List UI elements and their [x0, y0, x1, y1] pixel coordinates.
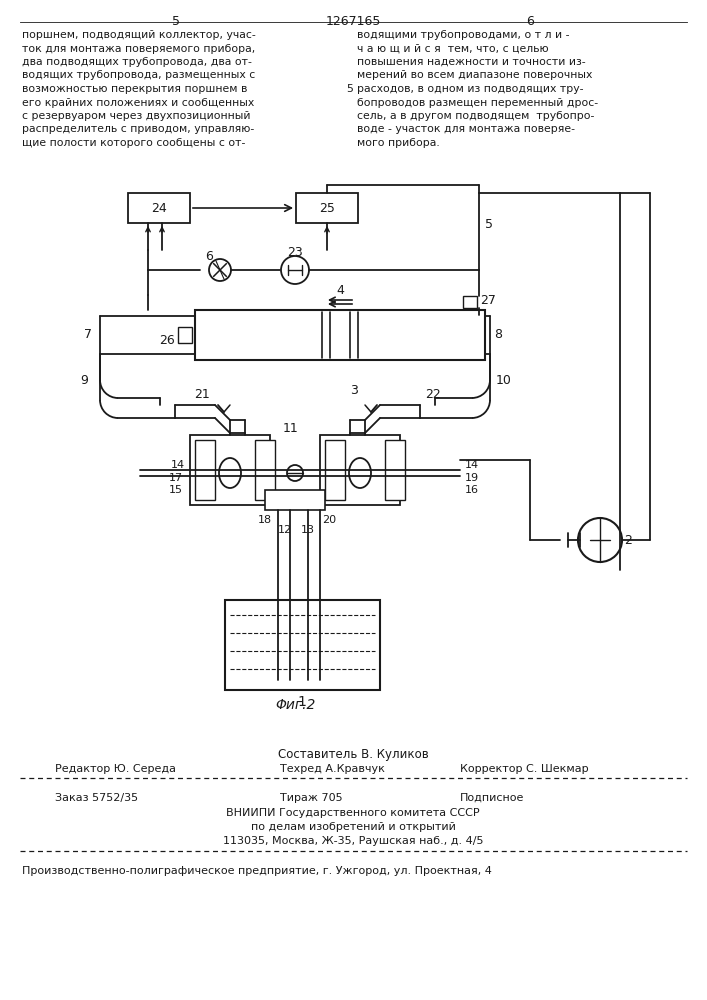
- Text: 17: 17: [169, 473, 183, 483]
- Text: расходов, в одном из подводящих тру-: расходов, в одном из подводящих тру-: [357, 84, 583, 94]
- Text: 1267165: 1267165: [325, 15, 380, 28]
- Text: 20: 20: [322, 515, 336, 525]
- Bar: [178, 327, 192, 343]
- Text: щие полости которого сообщены с от-: щие полости которого сообщены с от-: [22, 138, 245, 148]
- Text: 113035, Москва, Ж-35, Раушская наб., д. 4/5: 113035, Москва, Ж-35, Раушская наб., д. …: [223, 836, 484, 846]
- Text: Φиг.2: Φиг.2: [275, 698, 315, 712]
- Text: мого прибора.: мого прибора.: [357, 138, 440, 148]
- Text: 16: 16: [465, 485, 479, 495]
- Text: 18: 18: [258, 515, 272, 525]
- Text: 13: 13: [301, 525, 315, 535]
- Text: 12: 12: [278, 525, 292, 535]
- Bar: [128, 193, 190, 223]
- Text: распределитель с приводом, управляю-: распределитель с приводом, управляю-: [22, 124, 255, 134]
- Text: ток для монтажа поверяемого прибора,: ток для монтажа поверяемого прибора,: [22, 43, 255, 53]
- Bar: [195, 440, 215, 500]
- Text: 1: 1: [298, 695, 306, 709]
- Text: Составитель В. Куликов: Составитель В. Куликов: [278, 748, 428, 761]
- Text: бопроводов размещен переменный дрос-: бопроводов размещен переменный дрос-: [357, 98, 598, 107]
- Text: по делам изобретений и открытий: по делам изобретений и открытий: [250, 822, 455, 832]
- Text: воде - участок для монтажа поверяе-: воде - участок для монтажа поверяе-: [357, 124, 575, 134]
- Text: 14: 14: [465, 460, 479, 470]
- Text: водящими трубопроводами, о т л и -: водящими трубопроводами, о т л и -: [357, 30, 570, 40]
- Text: 26: 26: [159, 334, 175, 347]
- Text: 2: 2: [624, 534, 632, 546]
- Text: Техред А.Кравчук: Техред А.Кравчук: [280, 764, 385, 774]
- Circle shape: [209, 259, 231, 281]
- Text: 5: 5: [346, 84, 354, 94]
- Text: 3: 3: [350, 383, 358, 396]
- Text: 21: 21: [194, 388, 210, 401]
- Text: 9: 9: [80, 373, 88, 386]
- Bar: [190, 435, 270, 505]
- Text: 6: 6: [526, 15, 534, 28]
- Text: Тираж 705: Тираж 705: [280, 793, 343, 803]
- Text: его крайних положениях и сообщенных: его крайних положениях и сообщенных: [22, 98, 255, 107]
- Text: 25: 25: [319, 202, 335, 215]
- Text: 4: 4: [336, 284, 344, 298]
- Text: Подписное: Подписное: [460, 793, 525, 803]
- Text: Заказ 5752/35: Заказ 5752/35: [55, 793, 138, 803]
- Text: два подводящих трубопровода, два от-: два подводящих трубопровода, два от-: [22, 57, 252, 67]
- Text: 24: 24: [151, 202, 167, 215]
- Text: сель, а в другом подводящем  трубопро-: сель, а в другом подводящем трубопро-: [357, 111, 595, 121]
- Text: 27: 27: [480, 294, 496, 306]
- Circle shape: [578, 518, 622, 562]
- Text: 14: 14: [171, 460, 185, 470]
- Bar: [325, 440, 345, 500]
- Text: 11: 11: [282, 422, 298, 434]
- Circle shape: [287, 465, 303, 481]
- Text: поршнем, подводящий коллектор, учас-: поршнем, подводящий коллектор, учас-: [22, 30, 256, 40]
- Text: ВНИИПИ Государственного комитета СССР: ВНИИПИ Государственного комитета СССР: [226, 808, 480, 818]
- Bar: [195, 310, 485, 360]
- Bar: [225, 600, 380, 690]
- Text: 5: 5: [172, 15, 180, 28]
- Text: повышения надежности и точности из-: повышения надежности и точности из-: [357, 57, 585, 67]
- Circle shape: [281, 256, 309, 284]
- Bar: [255, 440, 275, 500]
- Text: 8: 8: [494, 328, 502, 340]
- Bar: [463, 296, 477, 308]
- Ellipse shape: [349, 458, 371, 488]
- Bar: [385, 440, 405, 500]
- Text: 19: 19: [465, 473, 479, 483]
- Text: 7: 7: [84, 328, 92, 340]
- Text: 22: 22: [425, 388, 440, 401]
- Text: ч а ю щ и й с я  тем, что, с целью: ч а ю щ и й с я тем, что, с целью: [357, 43, 549, 53]
- Text: с резервуаром через двухпозиционный: с резервуаром через двухпозиционный: [22, 111, 250, 121]
- Text: возможностью перекрытия поршнем в: возможностью перекрытия поршнем в: [22, 84, 247, 94]
- Text: 15: 15: [169, 485, 183, 495]
- Text: 5: 5: [485, 219, 493, 232]
- Text: Корректор С. Шекмар: Корректор С. Шекмар: [460, 764, 589, 774]
- Bar: [296, 193, 358, 223]
- Text: Производственно-полиграфическое предприятие, г. Ужгород, ул. Проектная, 4: Производственно-полиграфическое предприя…: [22, 866, 492, 876]
- Text: мерений во всем диапазоне поверочных: мерений во всем диапазоне поверочных: [357, 70, 592, 81]
- Text: Редактор Ю. Середа: Редактор Ю. Середа: [55, 764, 176, 774]
- Text: 10: 10: [496, 373, 512, 386]
- Ellipse shape: [219, 458, 241, 488]
- Text: 6: 6: [205, 249, 213, 262]
- Text: 23: 23: [287, 246, 303, 259]
- Text: водящих трубопровода, размещенных с: водящих трубопровода, размещенных с: [22, 70, 255, 81]
- Bar: [320, 435, 400, 505]
- Bar: [265, 490, 325, 510]
